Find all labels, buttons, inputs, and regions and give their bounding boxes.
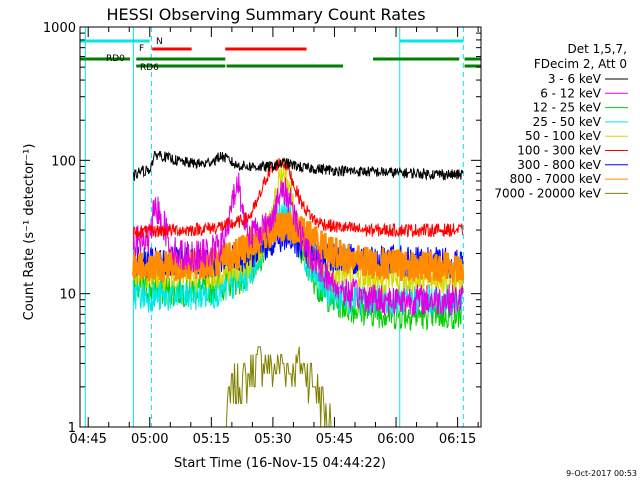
series-line-6-12-kev xyxy=(132,172,464,316)
legend-header: FDecim 2, Att 0 xyxy=(534,57,627,71)
series-8 xyxy=(225,346,332,428)
plot-frame xyxy=(79,26,482,428)
series-line-100-300-kev xyxy=(132,158,464,239)
series-line-7000-20000-kev xyxy=(225,346,332,428)
y-axis-label: Count Rate (s⁻¹ detector⁻¹) xyxy=(22,144,37,321)
x-tick-label: 05:30 xyxy=(254,432,291,447)
x-tick-label: 05:00 xyxy=(131,432,168,447)
footer-date: 9-Oct-2017 00:53 xyxy=(566,469,637,478)
x-tick-label: 05:45 xyxy=(316,432,353,447)
series-1 xyxy=(132,172,464,316)
legend-label: 25 - 50 keV xyxy=(533,115,602,129)
x-tick-label: 05:15 xyxy=(193,432,230,447)
legend-label: 12 - 25 keV xyxy=(533,101,602,115)
y-tick-label: 100 xyxy=(51,154,76,169)
state-label-f: F xyxy=(139,44,144,54)
x-axis: 04:45 05:00 05:15 05:30 05:45 06:00 06:15 xyxy=(69,27,479,447)
y-tick-label: 1 xyxy=(68,421,76,436)
series-5 xyxy=(132,158,464,239)
legend-label: 300 - 800 keV xyxy=(517,158,601,172)
plot-area: N F RD0 RD6 xyxy=(80,27,481,428)
series-line-3-6-kev xyxy=(132,150,464,182)
legend-label: 100 - 300 keV xyxy=(517,144,601,158)
state-label-rd6: RD6 xyxy=(140,63,159,73)
legend-label: 800 - 7000 keV xyxy=(510,172,602,186)
legend-label: 7000 - 20000 keV xyxy=(494,186,601,200)
legend-header: Det 1,5,7, xyxy=(568,42,628,56)
y-tick-label: 1000 xyxy=(43,21,76,36)
x-tick-label: 04:45 xyxy=(69,432,106,447)
legend-label: 50 - 100 keV xyxy=(525,129,602,143)
legend-label: 6 - 12 keV xyxy=(540,86,602,100)
x-tick-label: 06:00 xyxy=(377,432,414,447)
chart-title: HESSI Observing Summary Count Rates xyxy=(106,5,425,24)
series-0 xyxy=(132,150,464,182)
series-7 xyxy=(132,209,465,285)
y-axis: 1 10 100 1000 xyxy=(43,21,481,436)
legend-label: 3 - 6 keV xyxy=(548,72,602,86)
state-label-rd0: RD0 xyxy=(106,54,125,64)
x-axis-label: Start Time (16-Nov-15 04:44:22) xyxy=(174,456,386,471)
state-label-n: N xyxy=(156,37,163,47)
series-line-800-7000-kev xyxy=(132,209,465,285)
y-tick-label: 10 xyxy=(59,288,76,303)
x-tick-label: 06:15 xyxy=(439,432,476,447)
